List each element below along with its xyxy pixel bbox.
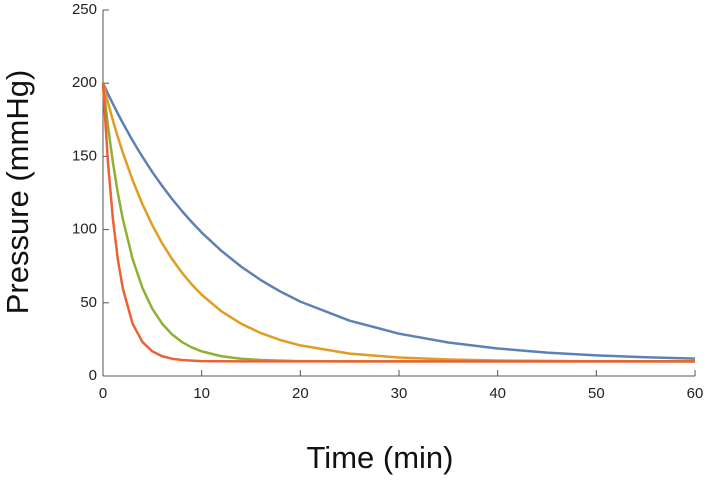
series-line [101, 82, 696, 360]
x-tick-label: 0 [99, 385, 107, 402]
y-tick-label: 150 [72, 147, 97, 164]
x-tick-label: 10 [193, 385, 210, 402]
series-line [101, 83, 695, 363]
x-tick-label: 60 [687, 385, 704, 402]
x-tick-label: 40 [489, 385, 506, 402]
y-tick-label: 0 [89, 367, 97, 384]
x-axis-title: Time (min) [307, 440, 454, 475]
y-tick-label: 50 [80, 294, 97, 311]
y-axis-title: Pressure (mmHg) [0, 70, 35, 315]
x-tick-label: 30 [391, 385, 408, 402]
x-tick-label: 50 [588, 385, 605, 402]
y-tick-label: 200 [72, 74, 97, 91]
x-tick-label: 20 [292, 385, 309, 402]
y-tick-label: 100 [72, 221, 97, 238]
y-tick-label: 250 [72, 1, 97, 18]
